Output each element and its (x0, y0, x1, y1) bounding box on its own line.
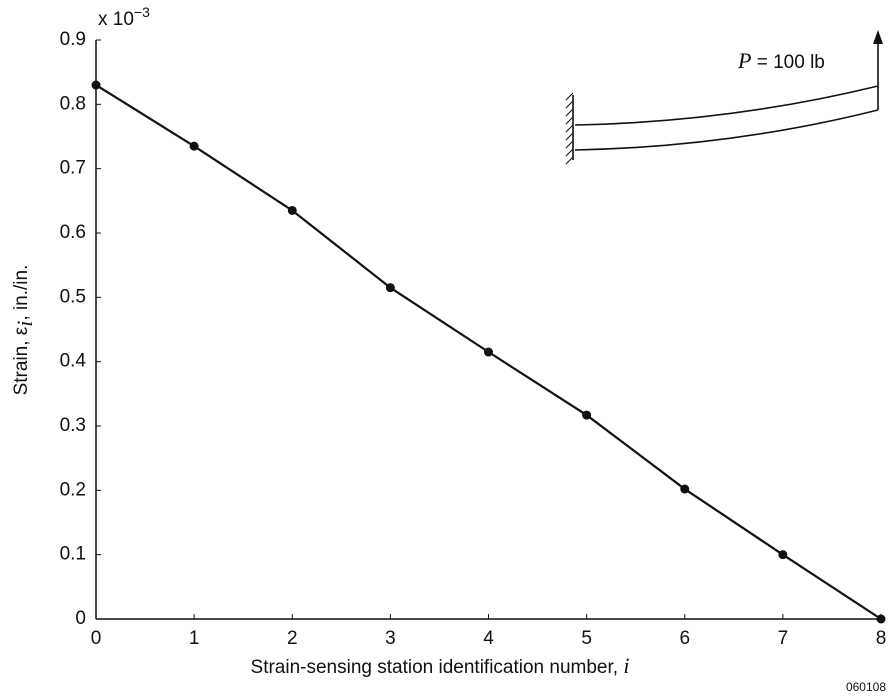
y-tick-label: 0.5 (60, 286, 86, 307)
y-tick-label: 0.4 (60, 351, 87, 372)
y-tick-label: 0 (75, 608, 86, 629)
y-multiplier: x 10−3 (98, 4, 150, 30)
load-annotation: P = 100 lb (737, 48, 825, 73)
y-axis-label: Strain, εi, in./in. (11, 265, 37, 396)
y-tick-label: 0.6 (60, 222, 86, 243)
y-tick-label: 0.7 (60, 158, 86, 179)
x-tick-label: 1 (189, 628, 200, 649)
data-point (778, 550, 788, 560)
load-value: = 100 lb (751, 52, 824, 73)
data-point (385, 283, 395, 293)
y-tick-label: 0.1 (60, 544, 86, 565)
x-tick-label: 2 (287, 628, 298, 649)
x-label-variable: i (623, 653, 629, 678)
x-axis-label: Strain-sensing station identification nu… (251, 653, 630, 678)
figure-id: 060108 (846, 680, 886, 694)
data-point (91, 80, 101, 90)
y-label-part: , in./in. (11, 265, 32, 321)
x-label-part: Strain-sensing station identification nu… (251, 657, 624, 678)
x-tick-label: 6 (679, 628, 690, 649)
x-tick-label: 0 (91, 628, 102, 649)
data-point (484, 347, 493, 357)
y-tick-label: 0.8 (60, 93, 86, 114)
load-symbol: P (737, 48, 751, 73)
y-tick-label: 0.2 (60, 479, 86, 500)
data-point (680, 484, 690, 494)
data-point (287, 205, 297, 215)
x-tick-label: 3 (385, 628, 396, 649)
data-point (189, 141, 199, 151)
data-point (876, 614, 886, 624)
y-label-part: Strain, ε (11, 326, 32, 395)
x-tick-label: 8 (876, 628, 887, 649)
multiplier-base: x 10 (98, 9, 134, 30)
x-tick-label: 5 (581, 628, 592, 649)
y-label-subscript: i (12, 321, 37, 327)
y-tick-label: 0.9 (60, 29, 86, 50)
data-point (582, 410, 592, 420)
x-tick-label: 4 (483, 628, 494, 649)
x-tick-label: 7 (778, 628, 789, 649)
multiplier-exponent: −3 (134, 4, 150, 20)
beam-diagram (565, 30, 883, 165)
y-tick-label: 0.3 (60, 415, 86, 436)
